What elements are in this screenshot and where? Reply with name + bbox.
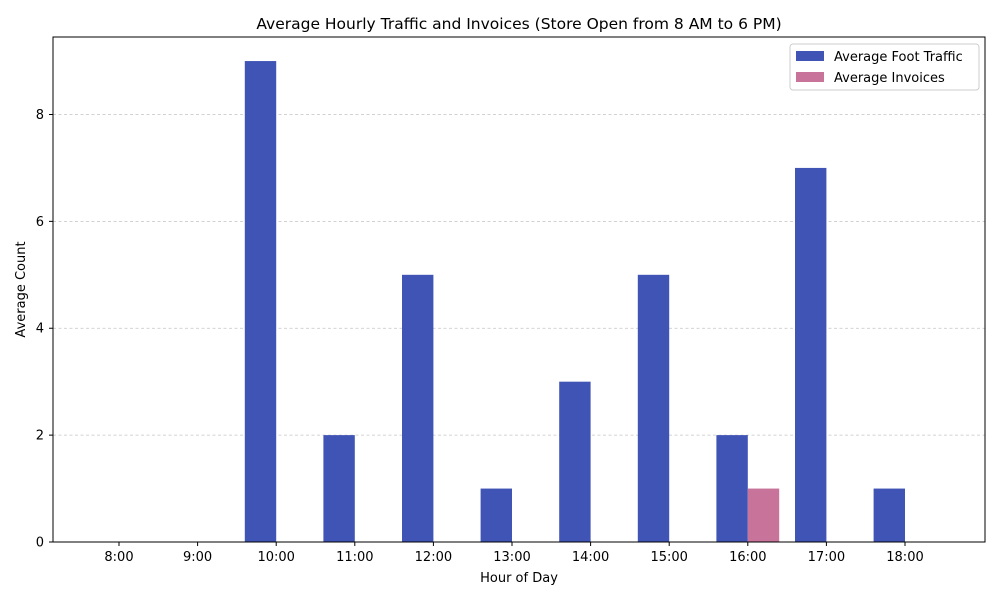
plot-frame <box>52 36 986 543</box>
legend: Average Foot Traffic Average Invoices <box>789 43 980 91</box>
bars <box>244 61 905 543</box>
y-tick-label: 6 <box>36 215 44 230</box>
x-tick-label: 17:00 <box>808 550 845 565</box>
gridlines <box>53 114 985 436</box>
legend-label-foot-traffic: Average Foot Traffic <box>834 50 963 65</box>
legend-swatch-foot-traffic <box>796 51 824 61</box>
bar-foot-traffic-1400 <box>559 381 591 542</box>
y-tick-label: 0 <box>36 536 44 551</box>
x-axis-label: Hour of Day <box>480 571 558 586</box>
bar-foot-traffic-1100 <box>323 435 355 542</box>
legend-label-invoices: Average Invoices <box>834 71 945 86</box>
x-tick-label: 16:00 <box>729 550 766 565</box>
bar-foot-traffic-1300 <box>480 488 512 542</box>
y-axis-ticks: 0 2 4 6 8 <box>36 108 53 551</box>
legend-frame <box>789 43 980 91</box>
y-tick-label: 8 <box>36 108 44 123</box>
x-tick-label: 11:00 <box>336 550 373 565</box>
x-tick-label: 13:00 <box>493 550 530 565</box>
y-tick-label: 2 <box>36 429 44 444</box>
x-tick-label: 18:00 <box>886 550 923 565</box>
bar-foot-traffic-1200 <box>402 274 434 542</box>
y-tick-label: 4 <box>36 322 44 337</box>
bar-foot-traffic-1800 <box>873 488 905 542</box>
chart-title: Average Hourly Traffic and Invoices (Sto… <box>256 15 781 33</box>
y-axis-label: Average Count <box>14 241 29 337</box>
x-tick-label: 14:00 <box>572 550 609 565</box>
bar-invoices-1600 <box>747 488 780 542</box>
bar-foot-traffic-1700 <box>795 167 827 543</box>
legend-swatch-invoices <box>796 72 824 82</box>
x-tick-label: 10:00 <box>257 550 294 565</box>
bar-foot-traffic-1500 <box>637 274 670 542</box>
bar-foot-traffic-1600 <box>716 435 748 542</box>
x-axis-ticks: 8:00 9:00 10:00 11:00 12:00 13:00 14:00 15:00 16… <box>104 542 924 565</box>
x-tick-label: 12:00 <box>415 550 452 565</box>
x-tick-label: 9:00 <box>183 550 212 565</box>
bar-foot-traffic-1000 <box>244 61 277 543</box>
x-tick-label: 15:00 <box>650 550 687 565</box>
x-tick-label: 8:00 <box>104 550 133 565</box>
